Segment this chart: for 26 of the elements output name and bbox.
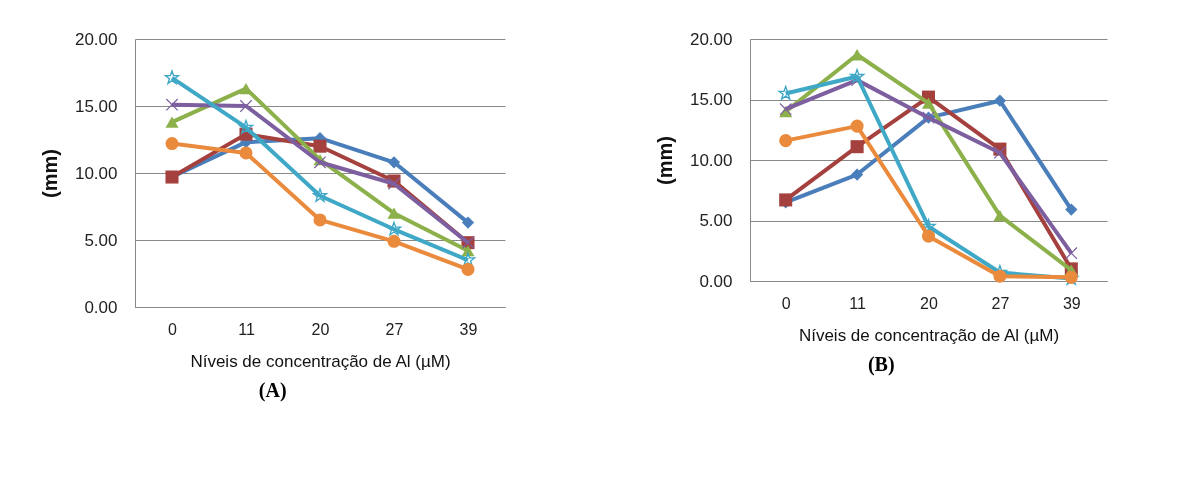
y-tick-label: 20.00 — [689, 29, 733, 49]
x-axis-title: Níveis de concentração de Al (µM) — [190, 351, 451, 371]
x-tick-label: 39 — [459, 320, 478, 338]
x-tick-label: 0 — [781, 294, 791, 312]
y-tick-label: 20.00 — [74, 29, 118, 49]
y-tick-label: 5.00 — [84, 230, 118, 250]
x-tick-label: 20 — [920, 294, 938, 312]
y-tick-label: 15.00 — [74, 96, 118, 116]
y-tick-label: 10.00 — [74, 163, 118, 183]
y-axis-title: (mm) — [653, 136, 676, 185]
x-tick-label: 39 — [1062, 294, 1081, 312]
x-tick-label: 11 — [849, 294, 867, 312]
y-tick-label: 0.00 — [84, 297, 118, 317]
x-tick-label: 11 — [238, 320, 255, 338]
x-tick-label: 0 — [168, 320, 178, 338]
y-tick-label: 5.00 — [699, 211, 733, 230]
x-axis-title: Níveis de concentração de Al (µM) — [798, 325, 1060, 345]
x-tick-label: 20 — [311, 320, 330, 338]
text: (B) — [867, 353, 895, 376]
x-tick-label: 27 — [991, 294, 1010, 312]
y-tick-label: 15.00 — [689, 90, 733, 109]
y-tick-label: 10.00 — [689, 150, 733, 170]
x-tick-label: 27 — [385, 320, 404, 338]
text: (A) — [258, 379, 287, 402]
y-tick-label: 0.00 — [699, 271, 733, 291]
y-axis-title: (mm) — [38, 149, 61, 198]
